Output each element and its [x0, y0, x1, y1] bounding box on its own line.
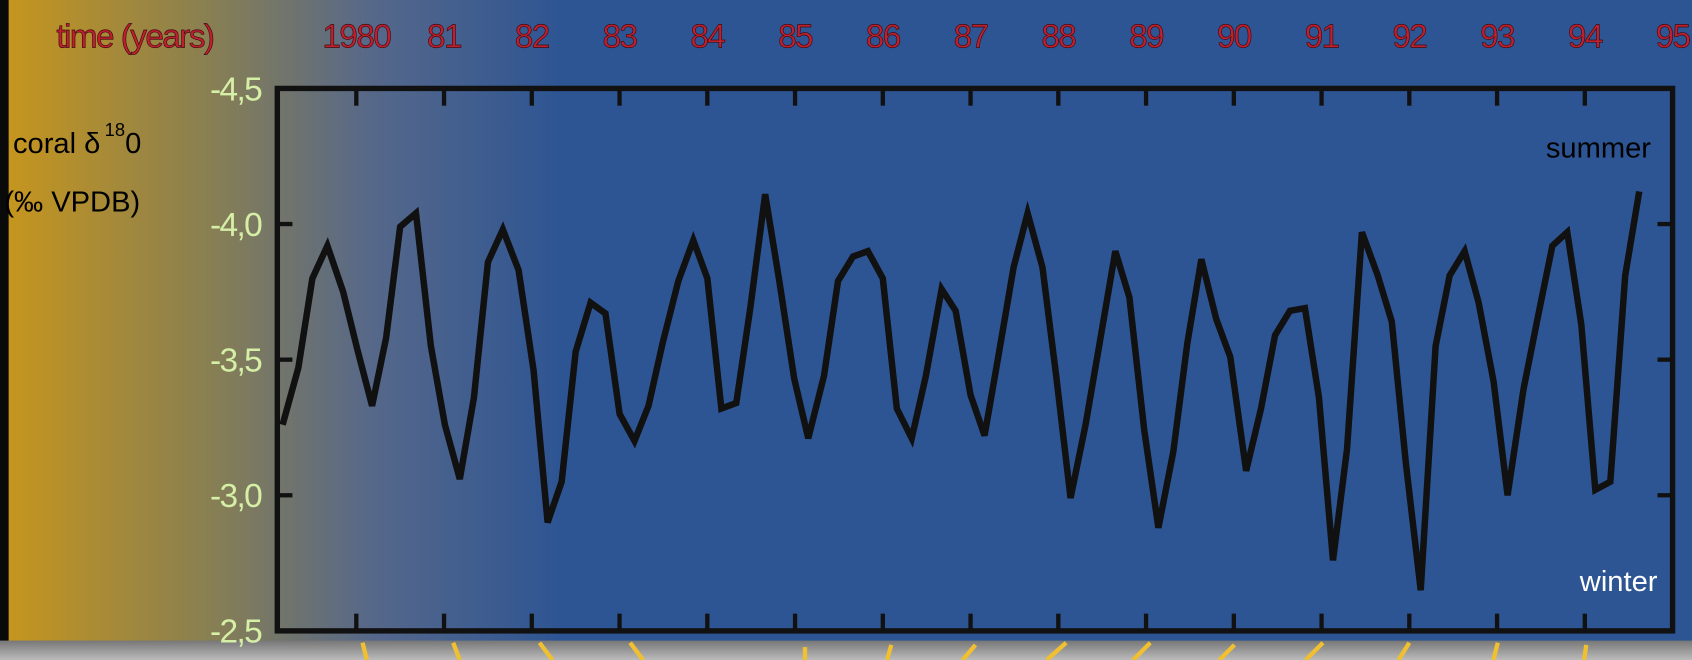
x-tick-label: 93: [1480, 18, 1515, 55]
x-tick-label: 81: [427, 18, 461, 55]
y-tick-label: -3,0: [210, 478, 262, 515]
x-tick-label: 82: [515, 18, 549, 55]
y-tick-label: -4,0: [210, 207, 262, 244]
x-tick-label: 86: [866, 18, 901, 55]
y-axis-unit: (‰ VPDB): [4, 186, 140, 218]
x-tick-label: 94: [1568, 18, 1603, 55]
y-tick-label: -4,5: [210, 71, 262, 108]
y-label-superscript: 18: [105, 119, 125, 140]
x-tick-label: 83: [603, 18, 638, 55]
y-tick-label: -3,5: [210, 343, 262, 380]
x-tick-label: 92: [1392, 18, 1426, 55]
y-tick-label: -2,5: [210, 614, 262, 651]
x-tick-label: 89: [1129, 18, 1164, 55]
chart: time (years) coral δ180 (‰ VPDB) summer …: [0, 0, 1692, 660]
x-tick-label: 88: [1041, 18, 1076, 55]
x-tick-label: 87: [954, 18, 988, 55]
x-tick-label: 85: [778, 18, 813, 55]
annotation: summer: [1546, 132, 1651, 164]
y-label-suffix: 0: [125, 128, 141, 160]
x-tick-label: 91: [1305, 18, 1339, 55]
left-edge: [0, 0, 9, 660]
x-axis-label: time (years): [56, 18, 214, 55]
page: time (years) coral δ180 (‰ VPDB) summer …: [0, 0, 1692, 660]
x-tick-label: 84: [690, 18, 725, 55]
x-tick-label: 90: [1217, 18, 1252, 55]
annotation: winter: [1579, 566, 1658, 598]
x-tick-label: 1980: [322, 18, 391, 55]
x-tick-label: 95: [1656, 18, 1691, 55]
y-label-text: coral δ: [13, 128, 100, 160]
